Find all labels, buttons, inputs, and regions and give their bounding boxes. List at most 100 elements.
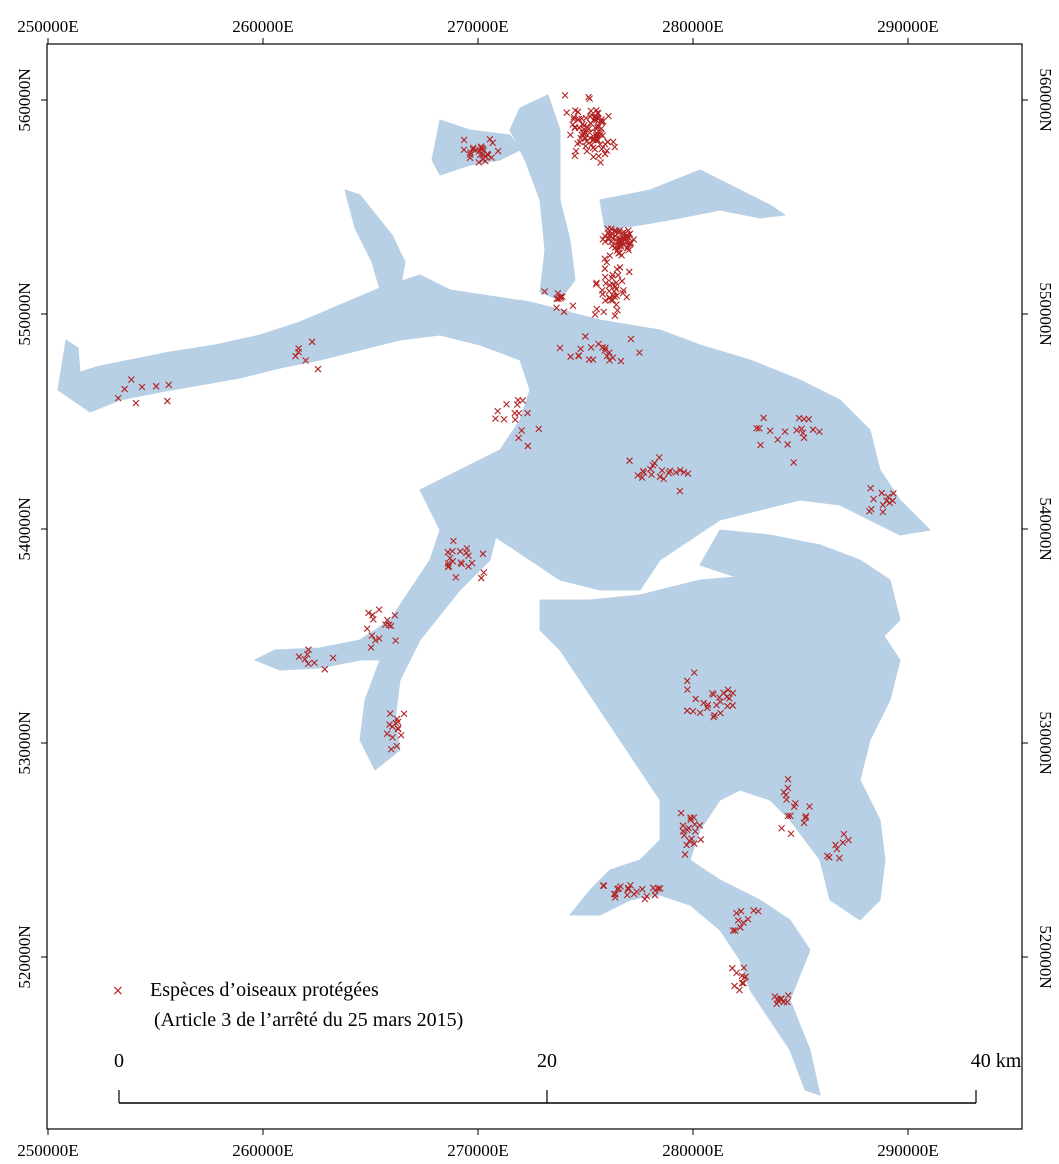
x-tick-labels-top: 250000E 260000E 270000E 280000E 290000E bbox=[17, 17, 938, 36]
observation-point bbox=[840, 830, 848, 838]
observation-point bbox=[511, 409, 519, 417]
observation-point bbox=[665, 469, 673, 477]
observation-point bbox=[511, 416, 519, 423]
observation-point bbox=[806, 803, 813, 810]
observation-point bbox=[742, 973, 750, 981]
observation-point bbox=[596, 141, 604, 148]
lake-southwest-arm bbox=[254, 489, 501, 771]
observation-point bbox=[518, 427, 526, 434]
observation-point bbox=[805, 415, 813, 423]
observation-point bbox=[556, 344, 564, 352]
observation-point bbox=[687, 814, 695, 822]
observation-point bbox=[683, 826, 691, 834]
observation-point bbox=[295, 348, 302, 356]
x-tick-label: 290000E bbox=[877, 1141, 938, 1160]
observation-point bbox=[138, 383, 146, 391]
observation-point bbox=[696, 822, 704, 829]
observation-point bbox=[163, 397, 171, 405]
y-tick-label: 530000N bbox=[1036, 711, 1055, 774]
observation-point bbox=[462, 549, 470, 557]
observation-point bbox=[601, 273, 609, 281]
observation-point bbox=[614, 271, 622, 279]
observation-point bbox=[790, 803, 798, 811]
observation-point bbox=[676, 466, 684, 474]
observation-point bbox=[690, 669, 698, 677]
lake-nw-branch bbox=[344, 189, 406, 291]
observation-point bbox=[295, 653, 303, 661]
observation-point bbox=[389, 734, 396, 741]
observation-point bbox=[449, 537, 457, 545]
observation-point bbox=[800, 819, 808, 827]
lake-ne-branch bbox=[599, 169, 786, 231]
observation-point bbox=[469, 146, 477, 153]
scale-label-20: 20 bbox=[537, 1050, 557, 1072]
observation-point bbox=[524, 442, 532, 450]
observation-point bbox=[121, 385, 129, 393]
observation-point bbox=[449, 557, 457, 565]
observation-point bbox=[683, 707, 691, 715]
observation-point bbox=[736, 986, 743, 994]
observation-point bbox=[774, 436, 782, 443]
observation-point bbox=[728, 964, 736, 972]
observation-point bbox=[482, 153, 490, 160]
observation-point bbox=[601, 265, 609, 273]
observation-point bbox=[766, 427, 774, 435]
observation-point bbox=[524, 409, 532, 417]
observation-point bbox=[625, 268, 633, 276]
observation-point bbox=[458, 560, 466, 568]
axis-ticks bbox=[41, 38, 1028, 1135]
observation-point bbox=[369, 611, 376, 619]
observation-point bbox=[754, 907, 762, 915]
observation-point bbox=[479, 151, 486, 159]
observation-point bbox=[515, 434, 523, 442]
observation-point bbox=[784, 992, 792, 999]
observation-point bbox=[886, 499, 893, 507]
observation-point bbox=[321, 665, 329, 673]
observation-point bbox=[595, 152, 603, 160]
x-tick-label: 260000E bbox=[232, 17, 293, 36]
observation-point bbox=[466, 151, 474, 159]
observation-point bbox=[782, 791, 790, 799]
observation-point bbox=[609, 138, 617, 146]
observation-point bbox=[790, 459, 798, 466]
observation-point bbox=[597, 159, 604, 166]
observation-point bbox=[494, 407, 502, 415]
observation-point bbox=[704, 701, 712, 709]
observation-point bbox=[599, 882, 607, 890]
observation-point bbox=[479, 145, 487, 153]
y-tick-label: 530000N bbox=[15, 711, 34, 774]
observation-point bbox=[598, 116, 605, 123]
observation-point bbox=[553, 304, 560, 312]
observation-point bbox=[625, 885, 632, 893]
observation-point bbox=[304, 660, 312, 668]
observation-point bbox=[793, 426, 801, 434]
observation-point bbox=[444, 563, 452, 571]
observation-point bbox=[832, 841, 839, 849]
observation-point bbox=[651, 891, 659, 899]
observation-point bbox=[599, 290, 607, 298]
observation-point bbox=[479, 550, 487, 558]
observation-point bbox=[592, 124, 599, 132]
observation-point bbox=[738, 979, 746, 987]
observation-point bbox=[592, 281, 600, 288]
observation-point bbox=[571, 123, 579, 131]
x-tick-label: 260000E bbox=[232, 1141, 293, 1160]
observation-point bbox=[729, 689, 737, 697]
observation-point bbox=[570, 113, 578, 121]
observation-point bbox=[602, 279, 610, 287]
observation-point bbox=[690, 840, 698, 848]
observation-point bbox=[626, 457, 633, 465]
observation-point bbox=[647, 465, 654, 473]
observation-point bbox=[561, 92, 569, 99]
observation-point bbox=[513, 401, 521, 409]
observation-point bbox=[591, 311, 599, 318]
observation-point bbox=[308, 338, 316, 346]
observation-point bbox=[607, 225, 615, 233]
lake-north-branch bbox=[509, 94, 576, 301]
observation-point bbox=[397, 731, 405, 739]
observation-point bbox=[603, 352, 611, 360]
observation-point bbox=[617, 357, 625, 365]
observation-point bbox=[720, 689, 727, 697]
observation-point bbox=[114, 394, 122, 402]
observation-point bbox=[648, 471, 655, 478]
